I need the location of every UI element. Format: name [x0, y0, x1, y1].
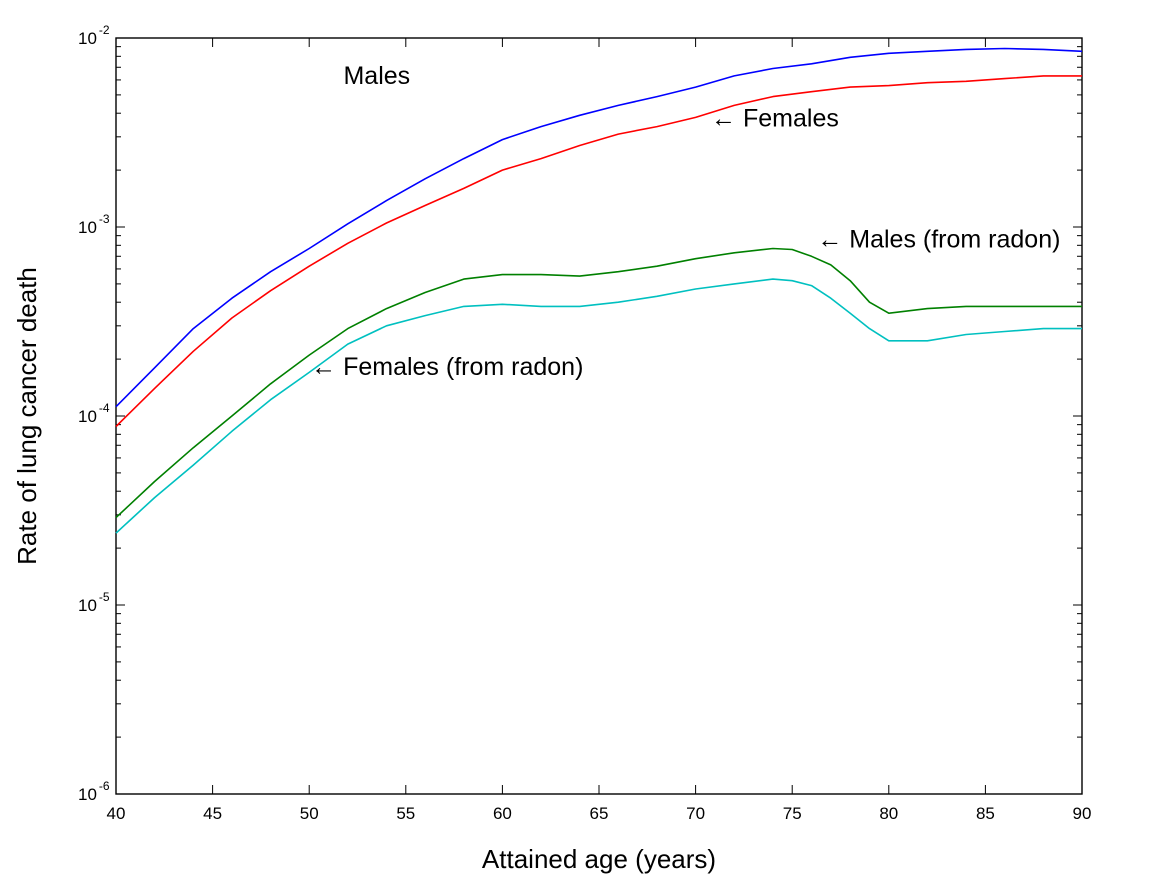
series-line-4	[115, 278, 1082, 534]
series-annotation: ← Females	[711, 105, 839, 133]
x-tick-label: 40	[107, 804, 126, 823]
x-tick-label: 75	[783, 804, 802, 823]
series-annotation: ← Males (from radon)	[817, 225, 1060, 253]
plot-frame	[115, 37, 1083, 795]
x-tick-label: 80	[879, 804, 898, 823]
x-tick-labels: 40 45 50 55 60 65 70 75 80 85 90	[107, 804, 1092, 823]
y-tick-label: 10 -6	[78, 779, 110, 804]
series-line-2	[115, 75, 1082, 428]
x-tick-label: 90	[1073, 804, 1092, 823]
axis-ticks	[115, 37, 1083, 795]
series-annotation: Males	[343, 62, 410, 90]
x-tick-label: 55	[396, 804, 415, 823]
series-layer	[115, 47, 1083, 534]
y-axis-title: Rate of lung cancer death	[12, 267, 42, 565]
y-tick-label: 10 -5	[78, 590, 110, 615]
series-line-3	[115, 247, 1082, 519]
x-tick-label: 85	[976, 804, 995, 823]
x-tick-label: 50	[300, 804, 319, 823]
y-tick-labels: 10-6 10-5 10-4 10-3 10-2	[78, 23, 110, 804]
series-line-1	[115, 47, 1083, 408]
x-tick-label: 65	[590, 804, 609, 823]
x-tick-label: 70	[686, 804, 705, 823]
x-tick-label: 45	[203, 804, 222, 823]
series-annotation: ← Females (from radon)	[311, 353, 583, 381]
x-axis-title: Attained age (years)	[482, 844, 716, 874]
y-tick-label: 10 -2	[78, 23, 110, 48]
y-tick-label: 10 -3	[78, 212, 110, 237]
annotation-layer: Males ← Females ← Males (from radon) ← Fema…	[311, 62, 1060, 381]
y-tick-label: 10 -4	[78, 401, 110, 426]
x-tick-label: 60	[493, 804, 512, 823]
